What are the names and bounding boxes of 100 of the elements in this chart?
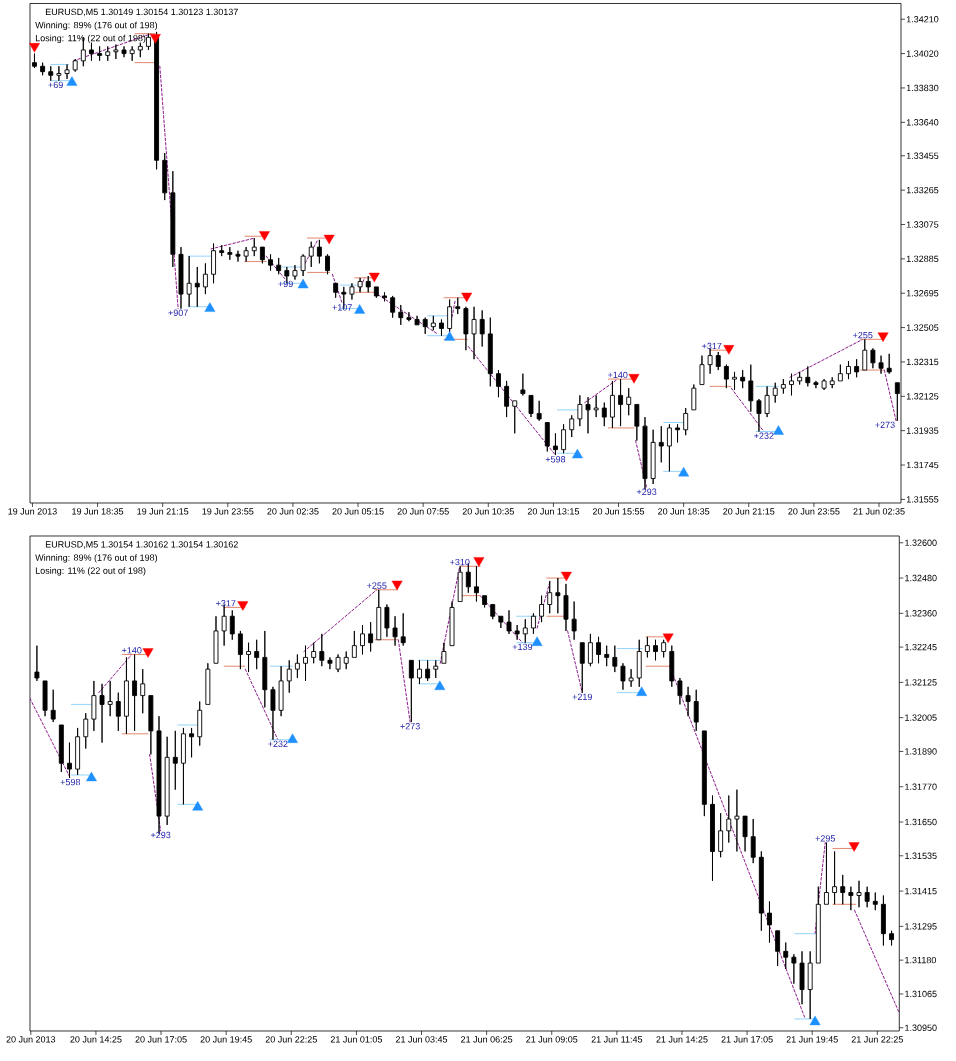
candlestick [544,422,550,452]
annotation: Losing: 11% (22 out of 198) [35,34,146,44]
candlestick [433,659,439,679]
y-tick-label: 1.31065 [905,990,937,998]
candlestick [145,33,151,51]
annotation: +232 [268,740,288,748]
candlestick [316,239,322,264]
annotation: +273 [400,723,420,730]
candlestick [791,953,797,985]
x-tick-label: 21 Jun 02:35 [853,508,905,515]
candlestick [829,376,835,389]
point [461,292,473,303]
candlestick [441,642,447,664]
candlestick [870,347,876,369]
x-tick-label: 20 Jun 07:55 [397,508,449,515]
x-tick-label: 20 Jun 17:05 [135,1036,187,1043]
candlestick [259,246,265,264]
candlestick [213,615,219,664]
candlestick [514,624,520,641]
candlestick [726,795,732,844]
candlestick [357,277,363,293]
y-tick-label: 1.31650 [905,818,937,826]
candlestick [300,253,306,277]
point [142,648,154,658]
candlestick [186,255,192,308]
candlestick [569,414,575,438]
candlestick [408,659,414,723]
candlestick [520,373,526,396]
annotation: +310 [450,558,470,566]
candlestick [154,31,160,170]
y-tick-label: 1.31770 [905,783,937,790]
candlestick [862,338,868,371]
point [391,580,403,591]
x-tick-label: 20 Jun 10:35 [462,508,514,515]
candlestick [246,642,251,673]
candlestick [821,378,827,391]
x-tick-label: 21 Jun 11:45 [591,1036,643,1043]
point [473,557,485,567]
candlestick [243,246,249,263]
candlestick [539,595,545,623]
candlestick [270,686,276,741]
annotation: +69 [48,81,63,89]
annotation: +140 [122,647,142,654]
candlestick [878,355,884,375]
candlestick [137,42,143,58]
candlestick [846,360,851,380]
candlestick [536,400,542,422]
candlestick [414,315,420,326]
candlestick [197,701,203,747]
candlestick [699,355,705,385]
annotation: +139 [512,643,533,651]
candlestick [276,257,282,275]
candlestick [178,246,184,310]
candlestick [552,432,558,456]
candlestick [121,45,127,58]
annotation: +140 [608,371,628,379]
candlestick [715,351,721,371]
candlestick [504,380,510,418]
candlestick [669,645,675,688]
candlestick [162,152,168,201]
candlestick [612,645,618,673]
candlestick [522,618,528,644]
candlestick [666,423,672,472]
candlestick [815,886,821,964]
candlestick [227,246,233,261]
annotation: Winning: 89% (176 out of 198) [35,554,158,563]
x-tick-label: 21 Jun 06:25 [461,1036,513,1043]
candlestick [97,45,103,62]
candlestick [132,654,138,732]
candlestick [683,407,689,436]
candlestick [148,695,154,755]
candlestick [620,662,626,691]
x-tick-label: 21 Jun 01:05 [330,1036,383,1043]
annotation: +907 [168,309,188,316]
candlestick [644,636,650,658]
candlestick [202,262,208,295]
annotation: +255 [367,582,387,589]
candlestick [286,659,292,694]
x-tick-label: 19 Jun 21:15 [137,508,189,515]
x-tick-label: 21 Jun 14:25 [656,1036,708,1043]
x-tick-label: 20 Jun 22:25 [265,1036,317,1043]
candlestick [856,880,862,908]
candlestick [351,630,357,658]
candlestick [439,318,444,337]
y-tick-label: 1.32005 [905,714,937,721]
candlestick [780,378,786,395]
point [678,466,690,477]
candlestick [449,601,455,647]
x-tick-label: 20 Jun 15:55 [592,508,645,515]
point [237,601,249,611]
candlestick [561,423,567,454]
candlestick [609,380,615,429]
candlestick [837,364,843,382]
y-tick-label: 1.32600 [905,539,937,546]
x-tick-label: 20 Jun 2013 [6,1036,56,1043]
annotation: +99 [278,280,293,288]
candlestick [675,423,680,443]
candlestick [571,601,577,641]
candlestick [734,789,740,852]
y-tick-label: 1.31890 [905,748,937,755]
